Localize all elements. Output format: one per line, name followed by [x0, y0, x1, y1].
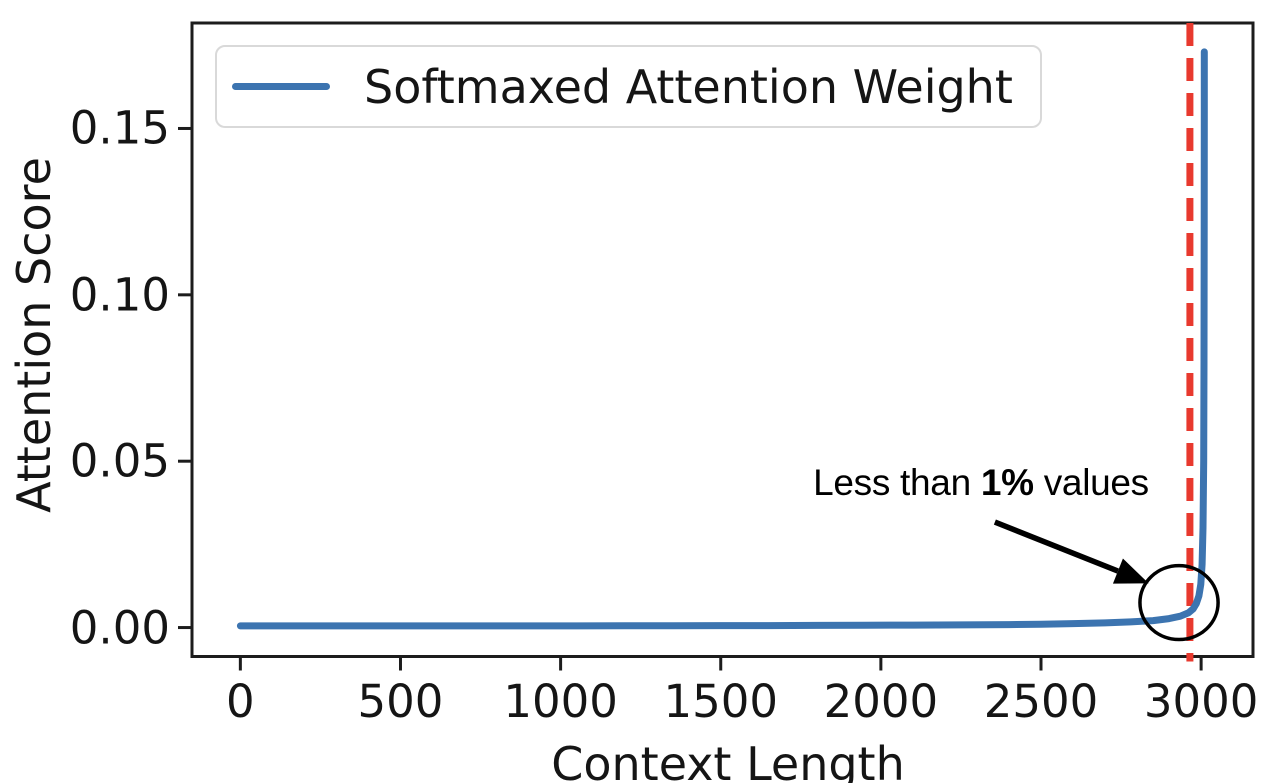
x-tick-label-1500: 1500: [663, 675, 778, 728]
annotation-text-bold: 1%: [980, 462, 1034, 503]
x-tick-label-2000: 2000: [823, 675, 939, 728]
x-tick-label-2500: 2500: [983, 675, 1099, 728]
annotation-text-after: values: [1033, 462, 1149, 503]
annotation-text-before: Less than: [813, 462, 981, 503]
y-tick-label-0.10: 0.10: [69, 268, 170, 322]
x-axis-label: Context Length: [551, 737, 905, 783]
x-tick-label-0: 0: [226, 675, 255, 728]
x-tick-label-500: 500: [357, 675, 444, 728]
legend-line-sample: [232, 83, 330, 90]
attention-curve: [236, 48, 1208, 630]
x-tick-label-3000: 3000: [1143, 675, 1259, 728]
annotation-arrow-shaft: [993, 519, 1119, 574]
annotation-text: Less than 1% values: [813, 462, 1149, 504]
legend-label: Softmaxed Attention Weight: [364, 59, 1013, 114]
y-axis-label: Attention Score: [7, 157, 61, 513]
highlight-circle: [1138, 563, 1220, 642]
annotation-arrow-head: [1112, 558, 1149, 584]
y-tick-label-0.05: 0.05: [69, 434, 170, 488]
y-tick-label-0.15: 0.15: [69, 101, 170, 155]
y-tick-label-0.00: 0.00: [69, 601, 170, 655]
x-tick-label-1000: 1000: [503, 675, 618, 728]
plot-border: [190, 21, 1255, 658]
legend: Softmaxed Attention Weight: [215, 45, 1042, 128]
